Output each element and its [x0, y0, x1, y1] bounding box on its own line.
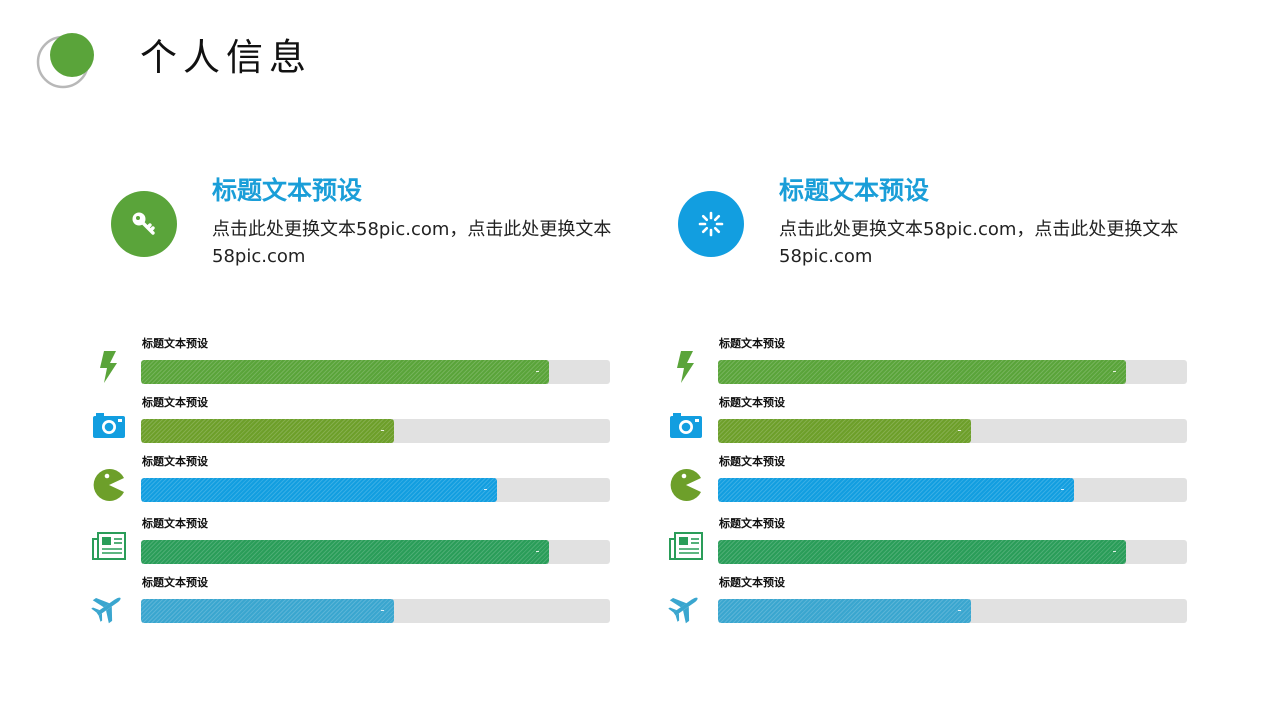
skill-bar-track: [141, 540, 610, 564]
newspaper-icon: [91, 529, 127, 565]
skill-row: 标题文本预设: [91, 334, 610, 385]
skill-bar-track: [718, 540, 1187, 564]
skill-bar-fill: [141, 360, 550, 384]
key-icon: [132, 212, 155, 235]
skill-bar-track: [718, 419, 1187, 443]
skill-bar-track: [141, 478, 610, 502]
skill-bar-fill: [141, 419, 395, 443]
skill-row: 标题文本预设: [91, 393, 610, 444]
skill-row: 标题文本预设: [91, 452, 610, 503]
skill-bar-track: [718, 599, 1187, 623]
camera-icon: [91, 408, 127, 444]
skill-label: 标题文本预设: [719, 576, 785, 589]
airplane-icon: [668, 588, 704, 624]
skill-bar-track: [141, 419, 610, 443]
loading-spinner-icon: [698, 211, 724, 237]
lightning-icon: [91, 349, 127, 385]
skill-bar-track: [718, 478, 1187, 502]
skill-label: 标题文本预设: [142, 517, 208, 530]
skill-label: 标题文本预设: [142, 455, 208, 468]
skill-list-left: 标题文本预设 标题文本预设 标题文本预设: [91, 334, 610, 634]
skill-row: 标题文本预设: [668, 452, 1187, 503]
skill-row: 标题文本预设: [668, 514, 1187, 565]
skill-label: 标题文本预设: [142, 396, 208, 409]
skill-row: 标题文本预设: [91, 514, 610, 565]
skill-bar-track: [141, 599, 610, 623]
newspaper-icon: [668, 529, 704, 565]
page-title: 个人信息: [140, 36, 312, 79]
info-card-body: 点击此处更换文本58pic.com，点击此处更换文本58pic.com: [779, 219, 1179, 267]
header-logo-icon: [36, 33, 94, 89]
skill-bar-fill: [141, 540, 550, 564]
pacman-icon: [91, 467, 127, 503]
skill-row: 标题文本预设: [668, 334, 1187, 385]
key-circle-badge: [111, 191, 177, 257]
skill-row: 标题文本预设: [91, 573, 610, 624]
skill-label: 标题文本预设: [719, 455, 785, 468]
skill-label: 标题文本预设: [719, 337, 785, 350]
skill-bar-track: [718, 360, 1187, 384]
skill-bar-fill: [141, 599, 395, 623]
skill-bar-track: [141, 360, 610, 384]
skill-row: 标题文本预设: [668, 393, 1187, 444]
skill-label: 标题文本预设: [719, 396, 785, 409]
skill-bar-fill: [718, 419, 972, 443]
camera-icon: [668, 408, 704, 444]
skill-row: 标题文本预设: [668, 573, 1187, 624]
info-card-body: 点击此处更换文本58pic.com，点击此处更换文本58pic.com: [212, 219, 612, 267]
skill-bar-fill: [718, 540, 1127, 564]
skill-bar-fill: [718, 599, 972, 623]
skill-label: 标题文本预设: [142, 576, 208, 589]
skill-label: 标题文本预设: [142, 337, 208, 350]
skill-bar-fill: [718, 360, 1127, 384]
spinner-circle-badge: [678, 191, 744, 257]
skill-list-right: 标题文本预设 标题文本预设 标题文本预设: [668, 334, 1187, 634]
pacman-icon: [668, 467, 704, 503]
info-card-title: 标题文本预设: [779, 176, 930, 205]
airplane-icon: [91, 588, 127, 624]
skill-bar-fill: [141, 478, 498, 502]
info-card-title: 标题文本预设: [212, 176, 363, 205]
skill-bar-fill: [718, 478, 1075, 502]
skill-label: 标题文本预设: [719, 517, 785, 530]
lightning-icon: [668, 349, 704, 385]
